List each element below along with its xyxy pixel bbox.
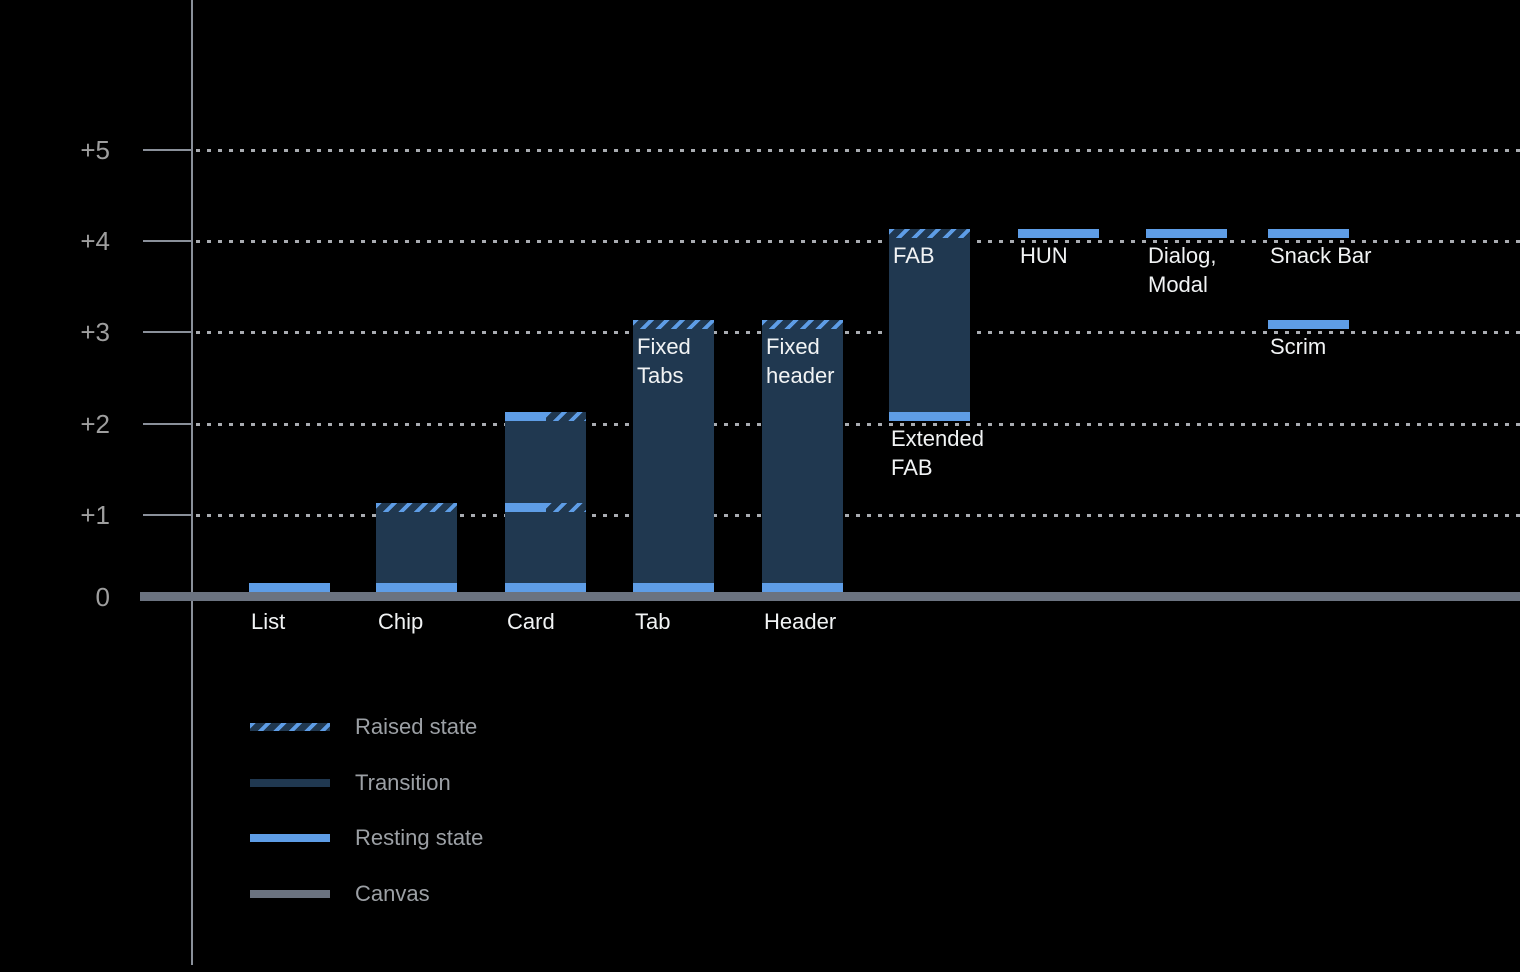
- gridline-level-4: [196, 240, 1520, 243]
- tab-transition-fill: [633, 329, 714, 583]
- canvas-baseline: [140, 592, 1520, 601]
- gridline-level-1: [196, 514, 1520, 517]
- legend-label-raised-state: Raised state: [355, 714, 478, 739]
- y-axis-label-level-2: +2: [80, 409, 110, 439]
- chip-transition-fill: [376, 512, 457, 583]
- header-inner-label: Fixed header: [766, 334, 835, 388]
- chip-label: Chip: [378, 609, 424, 634]
- y-tick-level-3: [143, 331, 193, 333]
- legend-label-transition: Transition: [355, 770, 451, 795]
- gridline-level-5: [196, 149, 1520, 152]
- extended-fab-resting-band: [889, 412, 970, 421]
- legend-label-canvas: Canvas: [355, 881, 430, 906]
- legend-swatch-resting-state: [250, 834, 330, 842]
- dialog-modal-label: Dialog, Modal: [1148, 243, 1217, 297]
- extended-fab-transition-fill: [889, 238, 970, 412]
- legend-label-resting-state: Resting state: [355, 825, 484, 850]
- y-tick-level-2: [143, 423, 193, 425]
- tab-resting-band: [633, 583, 714, 592]
- card-resting-band: [505, 583, 586, 592]
- card-transition-fill: [505, 421, 586, 583]
- card-raised-band-level-1: [546, 503, 586, 512]
- y-axis-label-level-1: +1: [80, 500, 110, 530]
- legend-swatch-raised-state: [250, 723, 330, 731]
- extended-fab-raised-band: [889, 229, 970, 238]
- legend-swatch-canvas: [250, 890, 330, 898]
- gridline-level-3: [196, 331, 1520, 334]
- scrim-resting-band: [1268, 320, 1349, 329]
- header-resting-band: [762, 583, 843, 592]
- chip-resting-band: [376, 583, 457, 592]
- snack-bar-resting-band: [1268, 229, 1349, 238]
- card-resting-band-level-2: [505, 412, 546, 421]
- hun-resting-band: [1018, 229, 1099, 238]
- y-axis-line: [191, 0, 193, 965]
- scrim-label: Scrim: [1270, 334, 1327, 359]
- tab-inner-label: Fixed Tabs: [637, 334, 691, 388]
- y-axis-label-level-3: +3: [80, 317, 110, 347]
- card-resting-band-level-1: [505, 503, 546, 512]
- header-raised-band: [762, 320, 843, 329]
- tab-raised-band: [633, 320, 714, 329]
- y-axis-label-level-4: +4: [80, 226, 110, 256]
- dialog-modal-resting-band: [1146, 229, 1227, 238]
- legend-swatch-transition: [250, 779, 330, 787]
- tab-label: Tab: [635, 609, 671, 634]
- extended-fab-label: Extended FAB: [891, 426, 984, 480]
- header-label: Header: [764, 609, 837, 634]
- y-axis-label-level-0: 0: [95, 582, 110, 612]
- card-label: Card: [507, 609, 555, 634]
- y-tick-level-1: [143, 514, 193, 516]
- y-axis-label-level-5: +5: [80, 135, 110, 165]
- list-resting-band: [249, 583, 330, 592]
- hun-label: HUN: [1020, 243, 1068, 268]
- snack-bar-label: Snack Bar: [1270, 243, 1372, 268]
- y-tick-level-4: [143, 240, 193, 242]
- gridline-level-2: [196, 423, 1520, 426]
- y-tick-level-5: [143, 149, 193, 151]
- list-label: List: [251, 609, 286, 634]
- header-transition-fill: [762, 329, 843, 583]
- card-raised-band-level-2: [546, 412, 586, 421]
- extended-fab-inner-label: FAB: [893, 243, 935, 268]
- chip-raised-band: [376, 503, 457, 512]
